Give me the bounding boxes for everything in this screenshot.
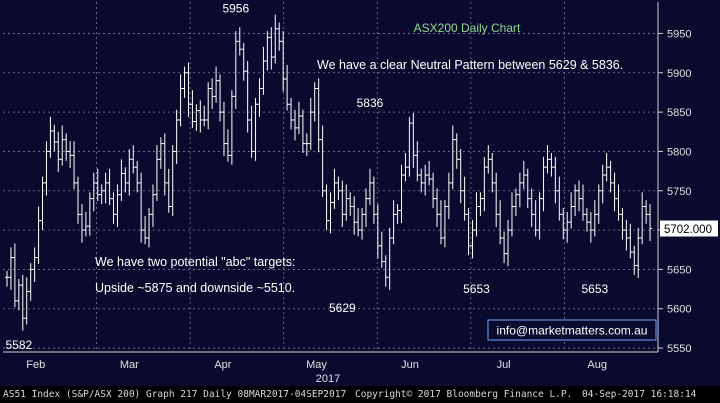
chart-svg: 555056005650570057505800585059005950FebM… xyxy=(3,2,718,385)
value-annotation: 5629 xyxy=(329,301,356,315)
note-abc-targets: We have two potential "abc" targets: xyxy=(95,255,295,269)
annotations: ASX200 Daily Chart 5956 5836 5582 5629 5653 56… xyxy=(5,2,657,352)
value-annotation: 5956 xyxy=(222,2,249,16)
x-tick-label: Jul xyxy=(497,359,511,371)
value-annotation: 5582 xyxy=(5,338,32,352)
grid-layer xyxy=(3,2,658,352)
value-annotation: 5653 xyxy=(463,282,490,296)
chart-title: ASX200 Daily Chart xyxy=(414,21,521,35)
y-tick-label: 5900 xyxy=(667,68,691,80)
bloomberg-footer: AS51 Index (S&P/ASX 200) Graph 217 Daily… xyxy=(0,386,720,403)
x-year-label: 2017 xyxy=(316,373,340,385)
y-tick-label: 5750 xyxy=(667,186,691,198)
note-upside-downside: Upside ~5875 and downside ~5510. xyxy=(95,281,295,295)
last-price-label: 5702.000 xyxy=(664,224,712,236)
axes: 555056005650570057505800585059005950FebM… xyxy=(3,2,718,385)
y-tick-label: 5950 xyxy=(667,28,691,40)
footer-copyright: Copyright© 2017 Bloomberg Finance L.P. xyxy=(355,389,573,400)
y-tick-label: 5800 xyxy=(667,146,691,158)
y-tick-label: 5550 xyxy=(667,343,691,355)
value-annotation: 5653 xyxy=(581,282,608,296)
note-neutral-pattern: We have a clear Neutral Pattern between … xyxy=(317,58,623,72)
footer-security: AS51 Index (S&P/ASX 200) Graph 217 Daily… xyxy=(3,389,347,400)
x-tick-label: Feb xyxy=(26,359,45,371)
footer-timestamp: 04-Sep-2017 16:18:14 xyxy=(582,389,697,400)
x-tick-label: Jun xyxy=(401,359,419,371)
price-bars xyxy=(5,14,653,331)
x-tick-label: May xyxy=(306,359,327,371)
watermark-box xyxy=(487,319,657,341)
y-tick-label: 5650 xyxy=(667,264,691,276)
x-tick-label: Apr xyxy=(214,359,231,371)
x-tick-label: Mar xyxy=(120,359,139,371)
value-annotation: 5836 xyxy=(357,96,384,110)
watermark-text: info@marketmatters.com.au xyxy=(497,324,648,338)
y-tick-label: 5850 xyxy=(667,107,691,119)
y-tick-label: 5600 xyxy=(667,304,691,316)
x-tick-label: Aug xyxy=(587,359,607,371)
last-price-tag xyxy=(660,220,718,237)
